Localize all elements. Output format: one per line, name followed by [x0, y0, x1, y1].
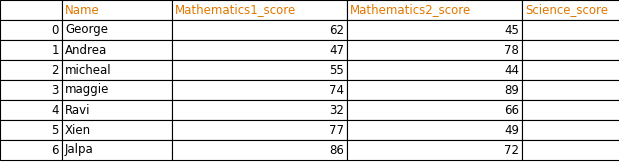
Bar — [347, 0, 522, 20]
Text: 5: 5 — [51, 124, 59, 136]
Bar — [0, 60, 62, 80]
Bar — [522, 120, 619, 140]
Bar — [172, 80, 347, 100]
Bar — [62, 0, 172, 20]
Bar — [0, 80, 62, 100]
Text: 3: 3 — [51, 83, 59, 96]
Bar — [172, 120, 347, 140]
Text: Andrea: Andrea — [65, 43, 107, 56]
Bar — [62, 60, 172, 80]
Bar — [0, 120, 62, 140]
Text: George: George — [65, 24, 108, 37]
Bar — [62, 120, 172, 140]
Text: Xien: Xien — [65, 124, 91, 136]
Bar — [172, 0, 347, 20]
Bar — [522, 40, 619, 60]
Text: 62: 62 — [329, 24, 344, 37]
Bar — [62, 80, 172, 100]
Text: 47: 47 — [329, 43, 344, 56]
Text: 66: 66 — [504, 103, 519, 117]
Text: Science_score: Science_score — [525, 3, 608, 16]
Text: Mathematics2_score: Mathematics2_score — [350, 3, 471, 16]
Bar — [347, 140, 522, 160]
Text: 1: 1 — [51, 43, 59, 56]
Text: 0: 0 — [51, 24, 59, 37]
Bar — [62, 100, 172, 120]
Text: 6: 6 — [51, 143, 59, 157]
Bar — [522, 20, 619, 40]
Text: micheal: micheal — [65, 64, 111, 77]
Text: 89: 89 — [504, 83, 519, 96]
Text: 55: 55 — [329, 64, 344, 77]
Bar — [522, 140, 619, 160]
Text: 86: 86 — [329, 143, 344, 157]
Text: 32: 32 — [329, 103, 344, 117]
Bar — [172, 100, 347, 120]
Text: Name: Name — [65, 3, 100, 16]
Bar — [347, 80, 522, 100]
Bar — [0, 140, 62, 160]
Bar — [62, 140, 172, 160]
Bar — [347, 100, 522, 120]
Bar — [62, 40, 172, 60]
Bar — [347, 40, 522, 60]
Bar — [172, 40, 347, 60]
Text: 78: 78 — [504, 43, 519, 56]
Text: 44: 44 — [504, 64, 519, 77]
Text: Ravi: Ravi — [65, 103, 90, 117]
Bar — [0, 0, 62, 20]
Bar — [0, 100, 62, 120]
Text: 72: 72 — [504, 143, 519, 157]
Text: Jalpa: Jalpa — [65, 143, 93, 157]
Bar — [62, 20, 172, 40]
Text: maggie: maggie — [65, 83, 110, 96]
Text: 4: 4 — [51, 103, 59, 117]
Text: 49: 49 — [504, 124, 519, 136]
Bar — [0, 40, 62, 60]
Bar — [172, 60, 347, 80]
Text: 74: 74 — [329, 83, 344, 96]
Text: Mathematics1_score: Mathematics1_score — [175, 3, 297, 16]
Bar — [522, 80, 619, 100]
Text: 2: 2 — [51, 64, 59, 77]
Bar — [347, 60, 522, 80]
Bar — [172, 20, 347, 40]
Bar — [0, 20, 62, 40]
Bar — [522, 100, 619, 120]
Bar — [347, 120, 522, 140]
Bar — [522, 0, 619, 20]
Bar — [347, 20, 522, 40]
Bar — [522, 60, 619, 80]
Bar — [172, 140, 347, 160]
Text: 77: 77 — [329, 124, 344, 136]
Text: 45: 45 — [504, 24, 519, 37]
